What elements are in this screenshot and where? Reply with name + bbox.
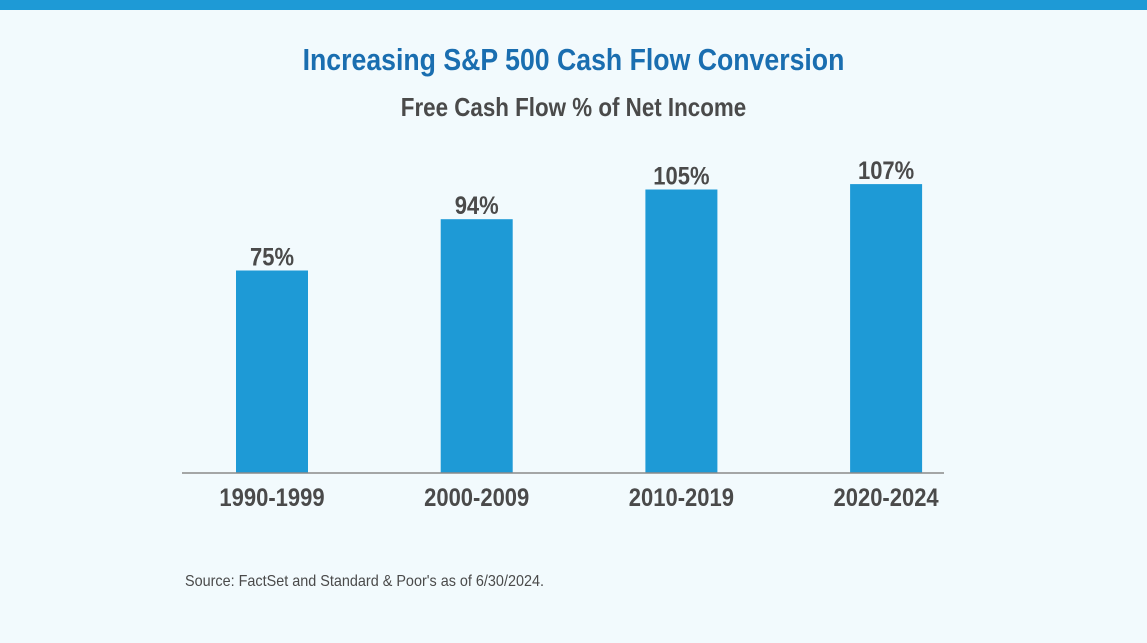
source-note: Source: FactSet and Standard & Poor's as…: [185, 573, 544, 590]
category-label: 2010-2019: [629, 484, 734, 512]
category-label: 2000-2009: [424, 484, 529, 512]
data-label: 105%: [653, 162, 709, 190]
bar-2010-2019: [645, 189, 718, 473]
category-label: 2020-2024: [834, 484, 939, 512]
chart-title: Increasing S&P 500 Cash Flow Conversion: [302, 42, 845, 77]
top-accent-stripe: [0, 0, 1147, 10]
chart-subtitle: Free Cash Flow % of Net Income: [400, 92, 747, 122]
bar-1990-1999: [236, 270, 308, 473]
data-label: 107%: [858, 157, 914, 185]
bar-2020-2024: [850, 184, 923, 473]
bar-2000-2009: [440, 219, 513, 473]
data-label: 94%: [455, 192, 499, 220]
data-label: 75%: [250, 243, 294, 271]
category-label: 1990-1999: [219, 484, 324, 512]
